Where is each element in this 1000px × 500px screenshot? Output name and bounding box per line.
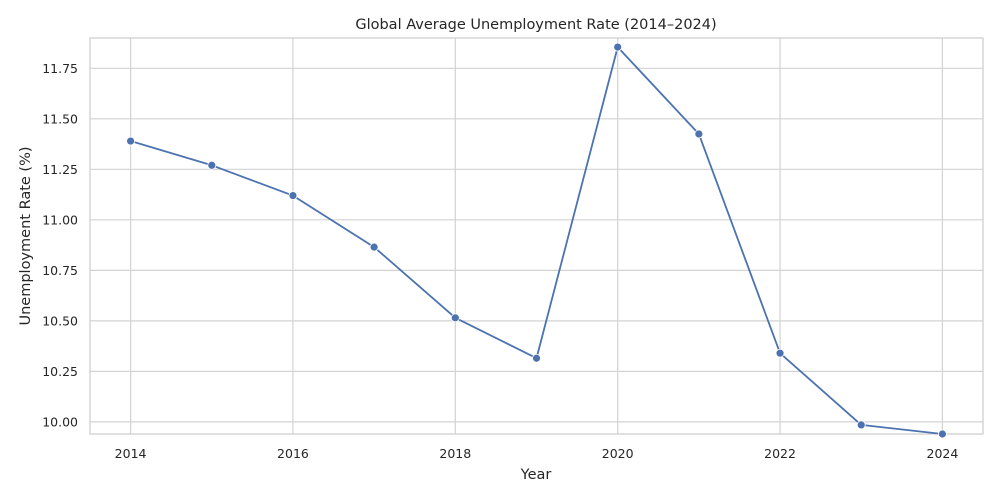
y-tick-label: 11.00 (42, 212, 78, 227)
data-point (613, 42, 623, 52)
data-point (450, 313, 460, 323)
x-axis-label: Year (520, 467, 552, 483)
data-point (288, 191, 298, 200)
data-point (856, 420, 866, 430)
data-point (775, 348, 785, 358)
x-tick-label: 2022 (764, 446, 796, 461)
data-point (207, 160, 217, 170)
y-tick-labels: 10.00 10.25 10.50 10.75 11.00 11.25 11.50 11.75 (42, 61, 78, 430)
data-point (126, 136, 135, 146)
grid-lines (90, 38, 983, 434)
y-tick-label: 11.25 (42, 162, 78, 177)
x-tick-label: 2020 (602, 446, 634, 461)
chart-title: Global Average Unemployment Rate (2014–2… (355, 17, 716, 33)
y-tick-label: 11.50 (42, 111, 78, 126)
x-tick-label: 2016 (277, 446, 309, 461)
x-tick-labels: 2014 2016 2018 2020 2022 2024 (115, 446, 959, 461)
series-layer (126, 42, 947, 439)
data-point (694, 129, 704, 139)
x-tick-label: 2024 (927, 446, 959, 461)
data-point (369, 242, 379, 252)
plot-frame (89, 37, 984, 435)
y-tick-label: 10.00 (42, 414, 78, 429)
x-tick-label: 2014 (115, 446, 147, 461)
y-tick-label: 10.75 (42, 263, 78, 278)
x-tick-label: 2018 (439, 446, 471, 461)
y-tick-label: 10.50 (42, 313, 78, 328)
data-point (938, 429, 947, 439)
y-tick-label: 10.25 (42, 364, 78, 379)
series-line (130, 46, 943, 435)
y-tick-label: 11.75 (42, 61, 78, 76)
data-point (532, 353, 541, 363)
y-axis-label: Unemployment Rate (%) (18, 146, 34, 325)
